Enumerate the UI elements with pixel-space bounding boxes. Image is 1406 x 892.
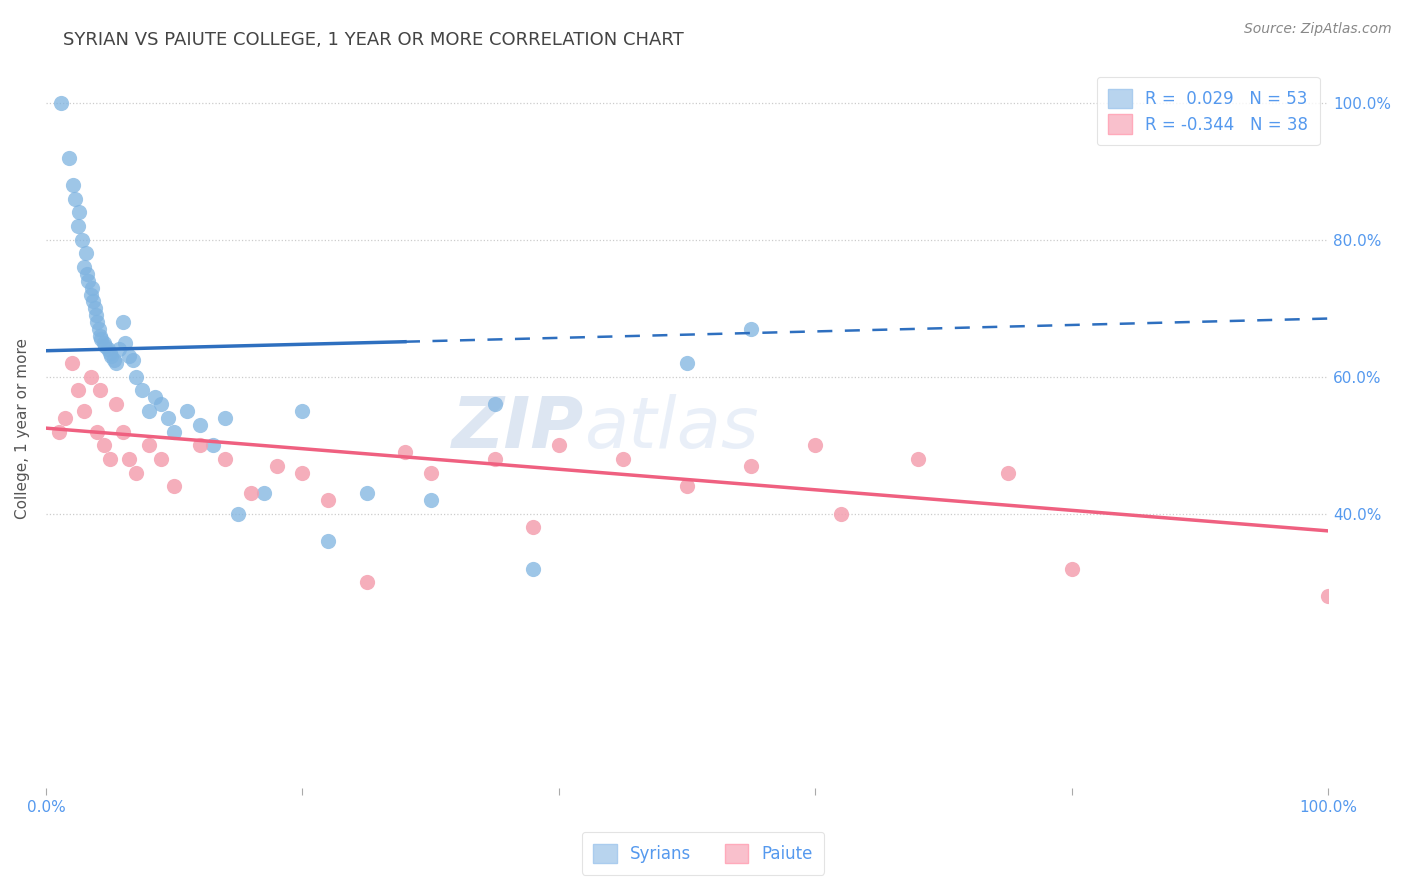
Point [93, 438, 115, 452]
Point [103, 352, 125, 367]
Point [80, 287, 103, 301]
Point [138, 404, 160, 418]
Point [176, 404, 198, 418]
Point [94, 339, 117, 353]
Point [105, 397, 128, 411]
Point [80, 369, 103, 384]
Point [108, 343, 131, 357]
Point [150, 397, 173, 411]
Point [356, 486, 378, 500]
Point [201, 438, 224, 452]
Y-axis label: College, 1 year or more: College, 1 year or more [15, 338, 30, 518]
Point [67, 205, 90, 219]
Point [676, 356, 699, 370]
Point [163, 425, 186, 439]
Point [316, 493, 339, 508]
Point [82, 281, 104, 295]
Point [253, 486, 276, 500]
Point [394, 445, 416, 459]
Point [830, 507, 852, 521]
Text: SYRIAN VS PAIUTE COLLEGE, 1 YEAR OR MORE CORRELATION CHART: SYRIAN VS PAIUTE COLLEGE, 1 YEAR OR MORE… [63, 31, 685, 49]
Point [131, 384, 153, 398]
Point [48, 425, 70, 439]
Point [484, 452, 506, 467]
Point [86, 315, 108, 329]
Point [66, 219, 89, 233]
Point [1060, 561, 1083, 575]
Text: Source: ZipAtlas.com: Source: ZipAtlas.com [1244, 22, 1392, 37]
Point [118, 349, 141, 363]
Point [96, 343, 118, 357]
Text: atlas: atlas [585, 393, 759, 463]
Point [53, 410, 76, 425]
Point [77, 274, 100, 288]
Point [1317, 589, 1340, 603]
Point [419, 466, 441, 480]
Point [86, 425, 108, 439]
Point [89, 328, 111, 343]
Point [291, 404, 314, 418]
Point [60, 356, 83, 370]
Point [143, 390, 166, 404]
Point [612, 452, 634, 467]
Point [240, 486, 263, 500]
Point [522, 520, 544, 534]
Point [740, 322, 762, 336]
Point [125, 466, 148, 480]
Point [82, 294, 104, 309]
Point [907, 452, 929, 467]
Point [65, 192, 87, 206]
Point [316, 534, 339, 549]
Text: ZIP: ZIP [453, 393, 585, 463]
Point [93, 335, 115, 350]
Point [114, 335, 136, 350]
Point [188, 417, 211, 432]
Point [740, 458, 762, 473]
Point [214, 452, 236, 467]
Point [62, 178, 84, 192]
Point [73, 404, 96, 418]
Point [75, 246, 97, 260]
Point [122, 352, 145, 367]
Point [89, 384, 111, 398]
Point [291, 466, 314, 480]
Point [266, 458, 288, 473]
Point [125, 369, 148, 384]
Point [188, 438, 211, 452]
Point [90, 332, 112, 346]
Point [214, 410, 236, 425]
Point [156, 410, 179, 425]
Point [419, 493, 441, 508]
Point [163, 479, 186, 493]
Point [98, 346, 121, 360]
Point [58, 151, 80, 165]
Point [138, 438, 160, 452]
Point [111, 425, 134, 439]
Point [83, 301, 105, 316]
Point [484, 397, 506, 411]
Legend: R =  0.029   N = 53, R = -0.344   N = 38: R = 0.029 N = 53, R = -0.344 N = 38 [1097, 77, 1320, 145]
Point [73, 260, 96, 275]
Point [98, 452, 121, 467]
Point [547, 438, 569, 452]
Point [997, 466, 1019, 480]
Legend: Syrians, Paiute: Syrians, Paiute [582, 832, 824, 875]
Point [150, 452, 173, 467]
Point [356, 575, 378, 590]
Point [118, 452, 141, 467]
Point [100, 349, 122, 363]
Point [76, 267, 98, 281]
Point [105, 356, 128, 370]
Point [87, 322, 110, 336]
Point [522, 561, 544, 575]
Point [676, 479, 699, 493]
Point [84, 308, 107, 322]
Point [51, 95, 73, 110]
Point [66, 384, 89, 398]
Point [226, 507, 249, 521]
Point [70, 233, 93, 247]
Point [804, 438, 827, 452]
Point [111, 315, 134, 329]
